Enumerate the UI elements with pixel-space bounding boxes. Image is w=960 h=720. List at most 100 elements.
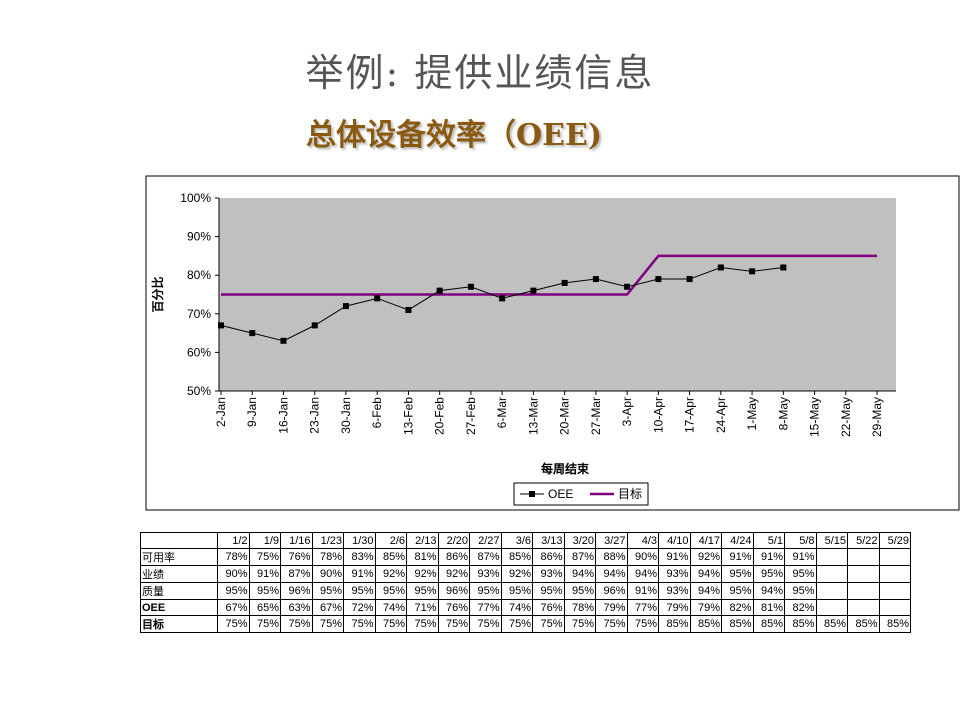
- x-tick-label: 13-Feb: [401, 397, 415, 435]
- point-marker: [749, 268, 756, 275]
- table-cell: 91%: [343, 565, 376, 583]
- point-marker: [467, 283, 474, 290]
- y-tick-label: 80%: [187, 268, 211, 282]
- table-cell: 可用率: [140, 548, 218, 566]
- x-tick-label: 20-Feb: [433, 397, 447, 435]
- table-cell: 95%: [469, 582, 502, 600]
- table-cell: 78%: [217, 548, 250, 566]
- table-cell: 79%: [689, 599, 722, 616]
- table-cell: [140, 532, 218, 549]
- table-cell: 94%: [689, 565, 722, 583]
- table-cell: 74%: [374, 599, 407, 616]
- table-cell: [878, 565, 911, 583]
- point-marker: [624, 283, 631, 290]
- table-cell: [815, 565, 848, 583]
- table-row: 目标 75% 75% 75% 75% 75% 75% 75% 75% 75% 75% 75% 75% 75…: [140, 615, 911, 633]
- table-cell: 4/3: [626, 532, 659, 549]
- table-cell: 75%: [437, 615, 470, 633]
- x-tick-label: 9-Jan: [245, 397, 259, 427]
- table-cell: 3/6: [500, 532, 533, 549]
- table-cell: 95%: [248, 582, 281, 600]
- table-cell: 5/15: [815, 532, 848, 549]
- point-marker: [342, 303, 349, 310]
- x-tick-label: 10-Apr: [651, 397, 665, 433]
- table-cell: 92%: [437, 565, 470, 583]
- table-cell: 72%: [343, 599, 376, 616]
- x-tick-label: 3-Apr: [620, 397, 634, 426]
- slide-title: 举例: 提供业绩信息: [305, 51, 655, 95]
- table-cell: 79%: [658, 599, 691, 616]
- table-cell: 3/27: [595, 532, 628, 549]
- table-cell: 76%: [437, 599, 470, 616]
- table-cell: 78%: [563, 599, 596, 616]
- table-cell: 5/29: [878, 532, 911, 549]
- table-cell: 93%: [469, 565, 502, 583]
- series-line: [221, 254, 878, 296]
- table-cell: OEE: [140, 599, 218, 616]
- table-cell: 95%: [217, 582, 250, 600]
- table-cell: 94%: [626, 565, 659, 583]
- table-cell: [847, 548, 880, 566]
- table-cell: 92%: [374, 565, 407, 583]
- table-cell: 85%: [689, 615, 722, 633]
- table-cell: 95%: [532, 582, 565, 600]
- table-cell: 90%: [217, 565, 250, 583]
- table-cell: 91%: [784, 548, 817, 566]
- table-cell: 75%: [217, 615, 250, 633]
- table-cell: 4/24: [721, 532, 754, 549]
- point-marker: [249, 330, 256, 337]
- table-cell: 93%: [658, 582, 691, 600]
- table-cell: 95%: [752, 565, 785, 583]
- table-cell: 95%: [343, 582, 376, 600]
- table-cell: 95%: [721, 565, 754, 583]
- table-cell: 75%: [563, 615, 596, 633]
- x-tick-label: 27-Mar: [589, 397, 603, 435]
- table-cell: 95%: [721, 582, 754, 600]
- table-cell: 74%: [500, 599, 533, 616]
- x-tick-label: 24-Apr: [714, 397, 728, 433]
- point-marker: [311, 322, 318, 329]
- legend-marker: [529, 491, 535, 497]
- table-cell: 65%: [248, 599, 281, 616]
- table-cell: 85%: [658, 615, 691, 633]
- table-cell: 85%: [847, 615, 880, 633]
- table-cell: [847, 582, 880, 600]
- table-cell: 2/20: [437, 532, 470, 549]
- table-cell: 目标: [140, 615, 218, 633]
- x-tick-label: 6-Feb: [370, 397, 384, 429]
- x-tick-label: 15-May: [808, 397, 822, 437]
- table-cell: 92%: [689, 548, 722, 566]
- chart: 50% 60% 70% 80% 90% 100% 2-Jan 9-Jan 16-Jan 23-Ja…: [145, 175, 960, 511]
- table-cell: 90%: [626, 548, 659, 566]
- x-axis-label: 每周结束: [541, 461, 590, 476]
- point-marker: [780, 264, 787, 271]
- table-cell: 88%: [595, 548, 628, 566]
- table-cell: 85%: [784, 615, 817, 633]
- table-cell: 94%: [595, 565, 628, 583]
- x-tick-label: 17-Apr: [683, 397, 697, 433]
- table-cell: 86%: [532, 548, 565, 566]
- table-header: 1/2 1/9 1/16 1/23 1/30 2/6 2/13 2/20 2/27 3/6 3/13…: [140, 532, 911, 549]
- table-cell: 86%: [437, 548, 470, 566]
- table-cell: 91%: [248, 565, 281, 583]
- y-tick-label: 60%: [187, 345, 211, 359]
- table-cell: 67%: [311, 599, 344, 616]
- table-cell: 5/22: [847, 532, 880, 549]
- table-row: 可用率 78% 75% 76% 78% 83% 85% 81% 86% 87% 85% 86% 87% 8…: [140, 548, 911, 566]
- table-cell: [815, 548, 848, 566]
- table-cell: 92%: [500, 565, 533, 583]
- table-cell: [878, 582, 911, 600]
- table-cell: 94%: [689, 582, 722, 600]
- table-cell: 2/27: [469, 532, 502, 549]
- table-cell: 3/20: [563, 532, 596, 549]
- table-cell: 95%: [563, 582, 596, 600]
- table-cell: 2/13: [406, 532, 439, 549]
- table-cell: 75%: [406, 615, 439, 633]
- table-cell: [815, 582, 848, 600]
- table-cell: 67%: [217, 599, 250, 616]
- table-cell: 91%: [721, 548, 754, 566]
- table-cell: 95%: [406, 582, 439, 600]
- table-cell: 76%: [532, 599, 565, 616]
- table-cell: 75%: [595, 615, 628, 633]
